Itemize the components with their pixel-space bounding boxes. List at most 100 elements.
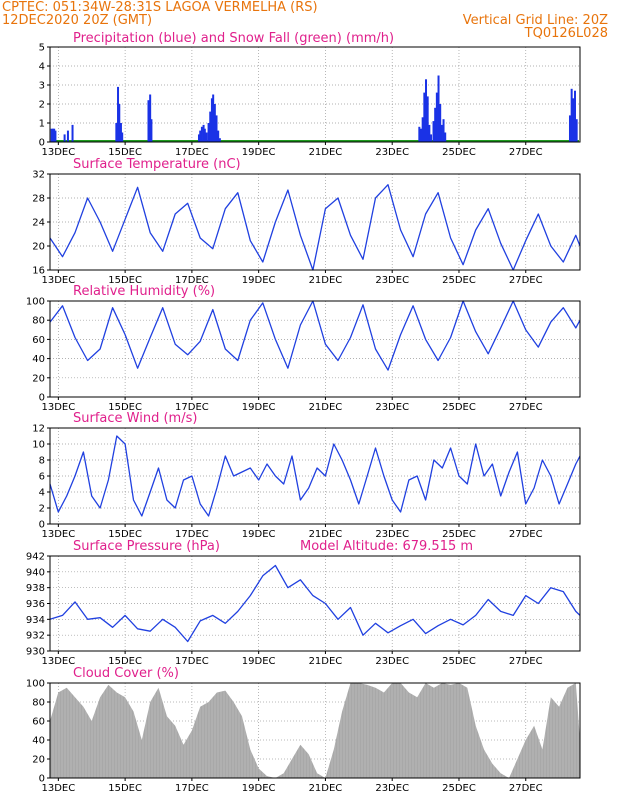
precip-bar: [50, 128, 53, 142]
panel-subtitle: Model Altitude: 679.515 m: [300, 539, 473, 554]
y-tick-label: 10: [32, 440, 45, 451]
y-tick-label: 16: [32, 266, 45, 277]
x-tick-label: 13DEC: [41, 783, 75, 794]
x-tick-label: 19DEC: [242, 656, 276, 667]
panel-title: Precipitation (blue) and Snow Fall (gree…: [73, 31, 394, 46]
precip-bar: [212, 94, 215, 142]
x-tick-label: 27DEC: [509, 275, 543, 286]
precip-bar: [121, 132, 124, 142]
precip-bar: [439, 104, 442, 142]
header-grid-note: Vertical Grid Line: 20Z: [463, 13, 608, 28]
panel-title: Cloud Cover (%): [73, 666, 179, 681]
x-tick-label: 25DEC: [442, 402, 476, 413]
precip-bar: [437, 75, 440, 142]
precip-bar: [426, 96, 429, 142]
y-tick-label: 936: [26, 599, 45, 610]
x-tick-label: 19DEC: [242, 402, 276, 413]
y-tick-label: 60: [32, 717, 45, 728]
plot-frame: [49, 46, 581, 143]
y-tick-label: 8: [39, 456, 45, 467]
x-tick-label: 21DEC: [309, 529, 343, 540]
y-tick-label: 930: [26, 647, 45, 658]
x-tick-label: 23DEC: [375, 275, 409, 286]
x-tick-label: 27DEC: [509, 656, 543, 667]
header-station: CPTEC: 051:34W-28:31S LAGOA VERMELHA (RS…: [2, 0, 318, 15]
y-tick-label: 12: [32, 424, 45, 435]
precip-bar: [149, 94, 152, 142]
plot-border: [49, 682, 581, 779]
y-tick-label: 4: [39, 488, 45, 499]
precip-bar: [432, 121, 435, 142]
precip-bar: [217, 130, 220, 142]
y-tick-label: 20: [32, 242, 45, 253]
humidity-panel: 0 20 40 60 80 100 13DEC 15DEC 17DEC 19DEC 21DEC 23D…: [26, 284, 581, 413]
y-tick-label: 938: [26, 583, 45, 594]
x-tick-label: 17DEC: [175, 275, 209, 286]
precip-bar: [440, 124, 443, 142]
x-tick-label: 17DEC: [175, 147, 209, 158]
plot-border: [49, 46, 581, 143]
y-tick-label: 0: [39, 774, 45, 785]
precip-bar: [147, 100, 150, 142]
x-tick-label: 23DEC: [375, 147, 409, 158]
x-tick-label: 23DEC: [375, 402, 409, 413]
x-tick-label: 23DEC: [375, 656, 409, 667]
y-tick-label: 80: [32, 698, 45, 709]
plot-border: [49, 427, 581, 525]
panel-title: Surface Temperature (nC): [73, 157, 241, 172]
x-tick-label: 15DEC: [108, 783, 142, 794]
precip-bar: [205, 132, 208, 142]
x-tick-label: 27DEC: [509, 402, 543, 413]
precip-bar: [66, 130, 69, 142]
precip-bar: [203, 128, 206, 142]
x-tick-label: 17DEC: [175, 783, 209, 794]
precip-bar: [418, 126, 421, 142]
y-tick-label: 934: [26, 615, 45, 626]
x-tick-label: 23DEC: [375, 529, 409, 540]
temperature-line: [49, 184, 581, 271]
header-datetime: 12DEC2020 20Z (GMT): [2, 13, 152, 28]
precip-bar: [423, 92, 426, 142]
precip-bar: [434, 107, 437, 142]
x-tick-label: 13DEC: [41, 656, 75, 667]
x-tick-label: 23DEC: [375, 783, 409, 794]
x-tick-label: 25DEC: [442, 275, 476, 286]
temperature-panel: 16 20 24 28 32 13DEC 15DEC 17DEC 19DEC 21DEC 23DEC…: [32, 157, 581, 286]
precip-bar: [420, 128, 422, 142]
x-tick-label: 17DEC: [175, 402, 209, 413]
y-tick-label: 2: [39, 504, 45, 515]
x-tick-label: 25DEC: [442, 529, 476, 540]
y-tick-label: 100: [26, 297, 45, 308]
precip-bar: [71, 124, 74, 142]
x-tick-label: 21DEC: [309, 783, 343, 794]
precip-bar: [572, 98, 575, 142]
x-tick-label: 27DEC: [509, 147, 543, 158]
x-tick-label: 13DEC: [41, 402, 75, 413]
precip-bar: [425, 79, 428, 142]
precip-bar: [209, 111, 212, 142]
y-tick-label: 32: [32, 170, 45, 181]
precip-bar: [435, 92, 438, 142]
humidity-line: [49, 300, 581, 371]
x-tick-label: 21DEC: [309, 275, 343, 286]
y-tick-label: 100: [26, 679, 45, 690]
x-tick-label: 15DEC: [108, 529, 142, 540]
plot-border: [49, 555, 581, 652]
y-tick-label: 20: [32, 373, 45, 384]
precip-bar: [200, 126, 203, 142]
x-tick-label: 13DEC: [41, 529, 75, 540]
x-tick-label: 19DEC: [242, 147, 276, 158]
x-tick-label: 21DEC: [309, 656, 343, 667]
precip-bar: [573, 90, 576, 142]
panel-title: Surface Pressure (hPa): [73, 539, 220, 554]
y-tick-label: 2: [39, 100, 45, 111]
y-tick-label: 40: [32, 354, 45, 365]
y-tick-label: 940: [26, 567, 45, 578]
y-tick-label: 5: [39, 43, 45, 54]
precip-bar: [213, 104, 216, 142]
y-tick-label: 0: [39, 520, 45, 531]
panel-title: Relative Humidity (%): [73, 284, 215, 299]
x-tick-label: 19DEC: [242, 529, 276, 540]
precip-bar: [444, 132, 447, 142]
plot-frame: [49, 300, 581, 398]
